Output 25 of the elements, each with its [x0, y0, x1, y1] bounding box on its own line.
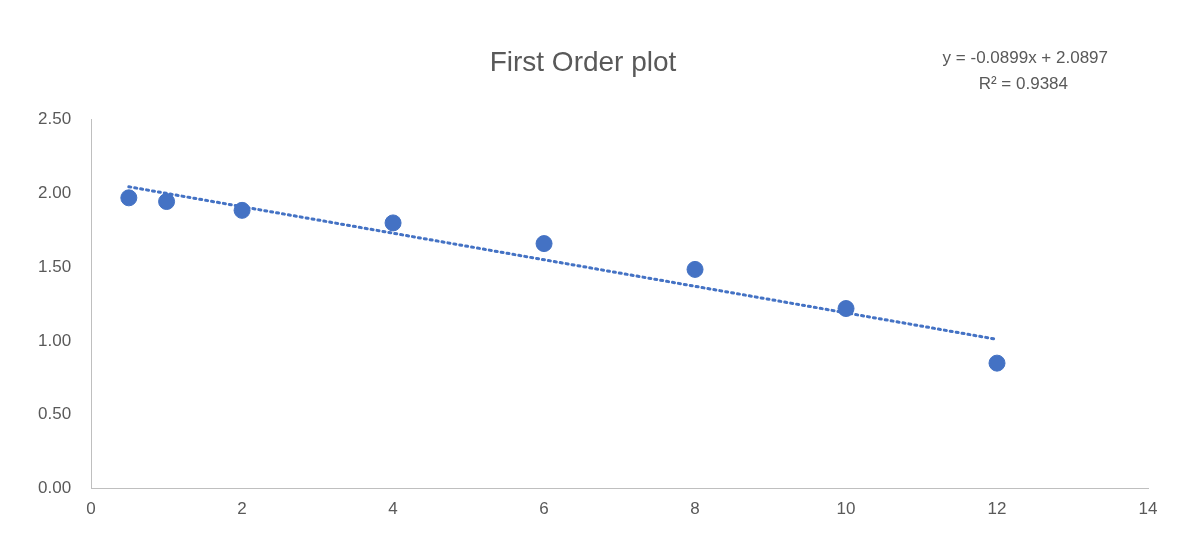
- point: [988, 354, 1006, 372]
- x-tick-label: 10: [836, 499, 856, 519]
- x-tick-label: 14: [1138, 499, 1158, 519]
- point: [233, 201, 251, 219]
- point: [384, 214, 402, 232]
- y-tick-label: 0.50: [37, 404, 72, 424]
- point: [837, 300, 855, 318]
- point: [120, 189, 138, 207]
- x-tick-label: 8: [690, 499, 700, 519]
- y-tick-label: 2.00: [37, 183, 72, 203]
- x-tick-label: 4: [388, 499, 398, 519]
- y-tick-label: 0.00: [37, 478, 72, 498]
- y-tick-label: 2.50: [37, 109, 72, 129]
- point: [535, 235, 553, 253]
- point: [158, 193, 176, 211]
- y-tick-label: 1.50: [37, 256, 72, 276]
- x-tick-label: 2: [237, 499, 247, 519]
- point: [686, 260, 704, 278]
- chart-title: First Order plot: [489, 45, 677, 77]
- text: R² = 0.9384: [978, 74, 1068, 93]
- x-tick-label: 6: [539, 499, 549, 519]
- y-tick-label: 1.00: [37, 330, 72, 350]
- x-tick-label: 0: [86, 499, 96, 519]
- text: y = -0.0899x + 2.0897: [942, 48, 1108, 67]
- x-tick-label: 12: [987, 499, 1007, 519]
